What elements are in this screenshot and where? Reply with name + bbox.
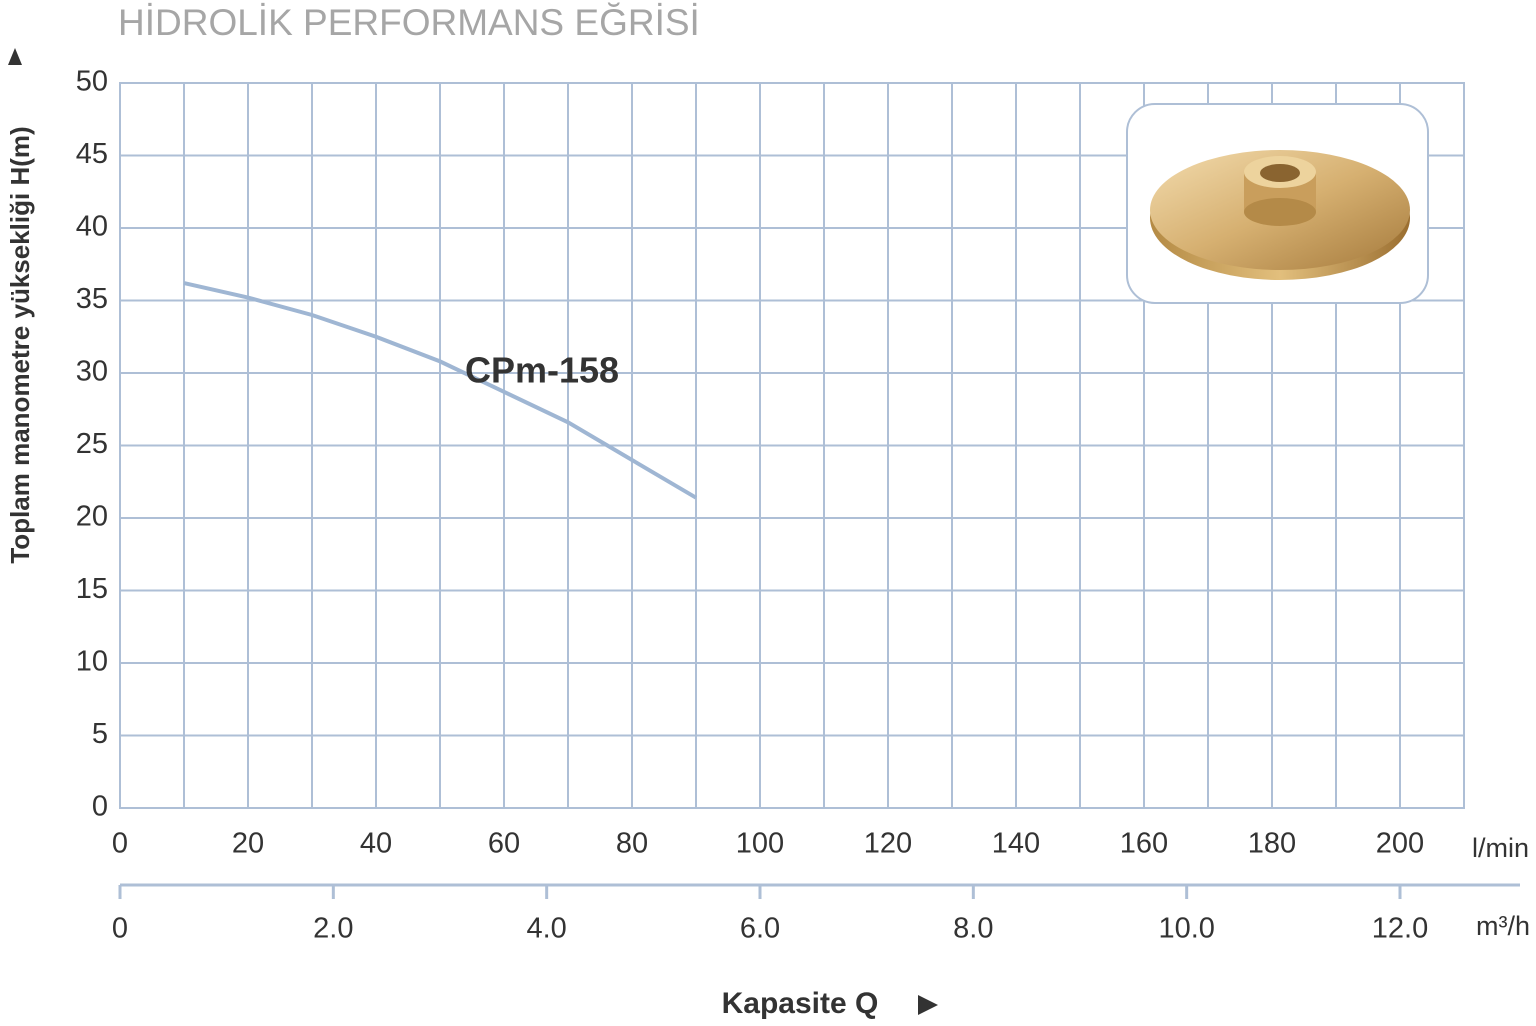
y-tick-label: 35 [76, 283, 108, 315]
y-tick-label: 50 [76, 66, 108, 98]
plot-frame [119, 82, 1465, 809]
x2-tick-label: 6.0 [740, 913, 780, 945]
product-image [1126, 103, 1429, 304]
x2-tick-label: 2.0 [313, 913, 353, 945]
y-tick-label: 15 [76, 573, 108, 605]
y-tick-label: 30 [76, 356, 108, 388]
x-tick-label: 100 [736, 828, 784, 860]
y-tick-label: 20 [76, 501, 108, 533]
x-tick-label: 160 [1120, 828, 1168, 860]
x2-tick-label: 10.0 [1158, 913, 1214, 945]
x2-tick-label: 8.0 [953, 913, 993, 945]
x-tick-label: 120 [864, 828, 912, 860]
x-tick-label: 200 [1376, 828, 1424, 860]
series-label: CPm-158 [465, 350, 619, 391]
x-tick-label: 20 [232, 828, 264, 860]
impeller-bore [1260, 164, 1300, 182]
impeller-hub [1244, 198, 1316, 226]
series-line [183, 281, 698, 500]
x-tick-label: 0 [112, 828, 128, 860]
x-unit: l/min [1472, 833, 1529, 863]
y-tick-label: 45 [76, 138, 108, 170]
y-tick-label: 10 [76, 646, 108, 678]
x2-tick-label: 12.0 [1372, 913, 1428, 945]
chart-title: HİDROLİK PERFORMANS EĞRİSİ [118, 2, 700, 43]
x-tick-label: 180 [1248, 828, 1296, 860]
arrow-icon [918, 995, 938, 1015]
plot-area: 0 5 10 15 20 25 30 35 40 45 50 0 20 40 60 80 100 120 140 16… [76, 66, 1520, 945]
y-tick-label: 5 [92, 718, 108, 750]
x-tick-label: 140 [992, 828, 1040, 860]
arrow-icon [8, 48, 22, 65]
y-tick-label: 25 [76, 428, 108, 460]
x2-tick-label: 4.0 [527, 913, 567, 945]
x2-tick-label: 0 [112, 913, 128, 945]
x-tick-label: 80 [616, 828, 648, 860]
x-tick-label: 40 [360, 828, 392, 860]
y-tick-label: 0 [92, 791, 108, 823]
y-axis-label: Toplam manometre yüksekliği H(m) [5, 126, 35, 563]
x2-unit: m³/h [1476, 911, 1530, 941]
y-tick-label: 40 [76, 211, 108, 243]
x-axis-label: Kapasite Q [722, 987, 879, 1020]
x-tick-label: 60 [488, 828, 520, 860]
